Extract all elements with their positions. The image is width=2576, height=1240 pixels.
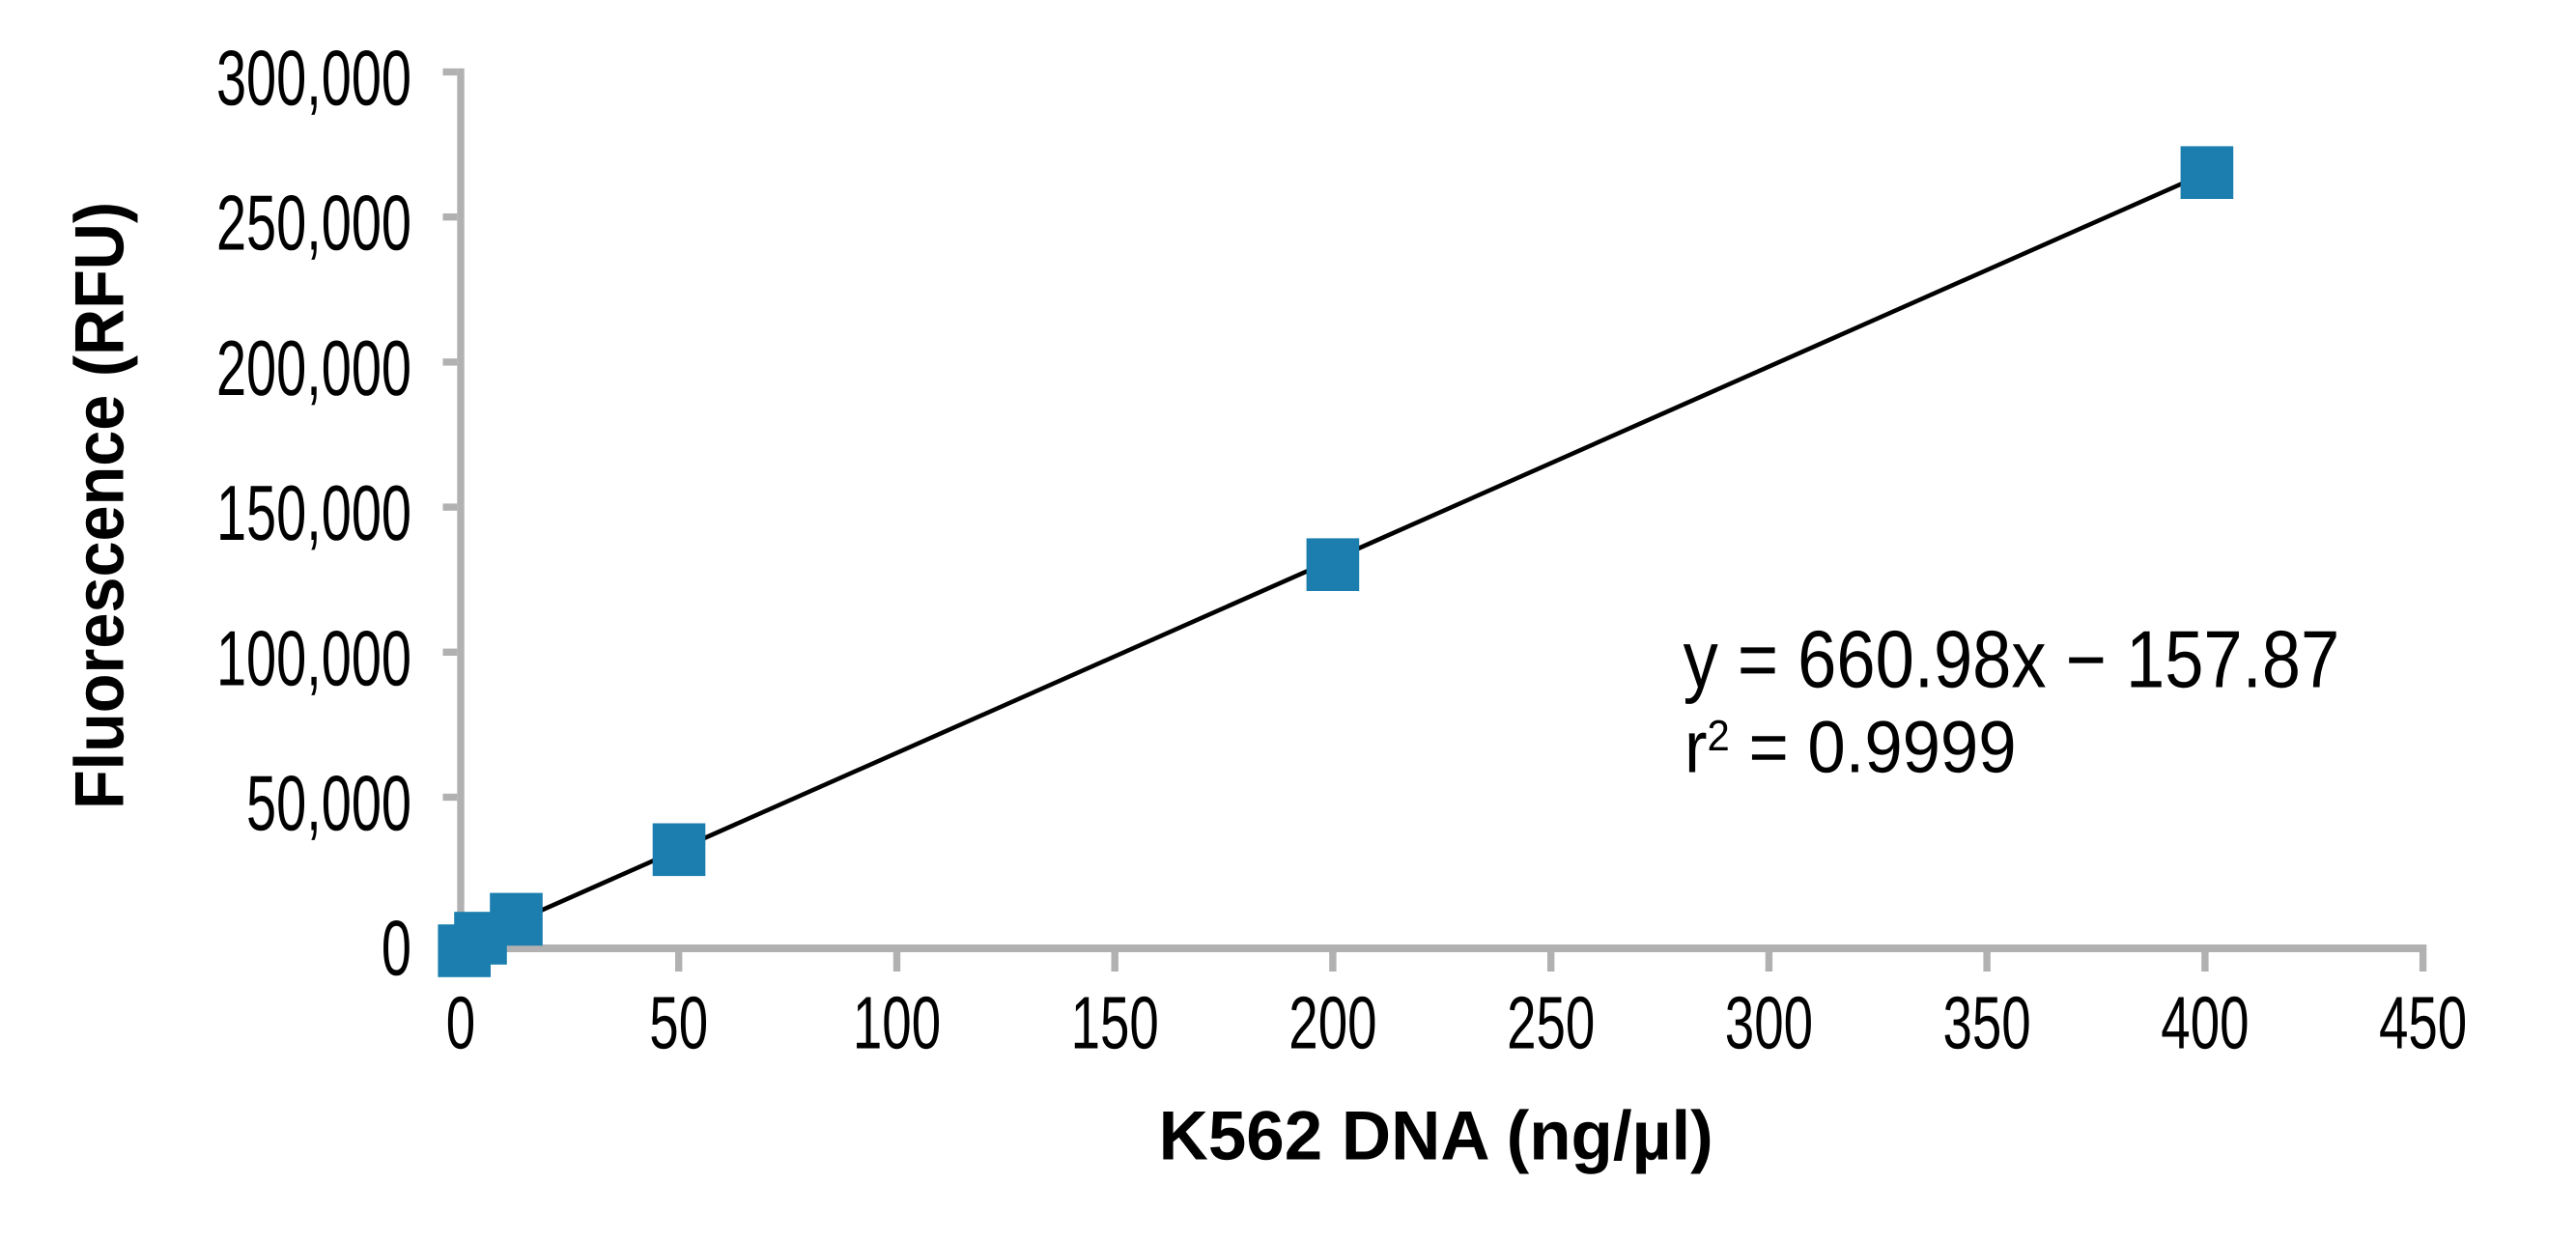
svg-text:450: 450 [2379,982,2467,1065]
svg-text:400: 400 [2161,982,2249,1065]
svg-text:300,000: 300,000 [216,36,411,123]
svg-text:0: 0 [446,982,475,1065]
svg-text:350: 350 [1942,982,2030,1065]
svg-text:150,000: 150,000 [216,470,411,557]
svg-text:50,000: 50,000 [246,761,411,848]
svg-text:100: 100 [853,982,941,1065]
svg-text:250,000: 250,000 [216,181,411,268]
svg-text:50: 50 [649,982,708,1065]
svg-text:100,000: 100,000 [216,615,411,702]
svg-text:300: 300 [1725,982,1813,1065]
svg-text:y = 660.98x − 157.87: y = 660.98x − 157.87 [1684,613,2340,704]
svg-text:Fluorescence (RFU): Fluorescence (RFU) [62,202,139,809]
svg-text:200,000: 200,000 [216,325,411,412]
svg-text:K562 DNA (ng/µl): K562 DNA (ng/µl) [1159,1098,1713,1175]
svg-text:250: 250 [1507,982,1595,1065]
svg-text:150: 150 [1071,982,1159,1065]
svg-text:200: 200 [1288,982,1376,1065]
svg-text:r2 = 0.9999: r2 = 0.9999 [1684,707,2017,789]
svg-text:0: 0 [382,906,411,993]
